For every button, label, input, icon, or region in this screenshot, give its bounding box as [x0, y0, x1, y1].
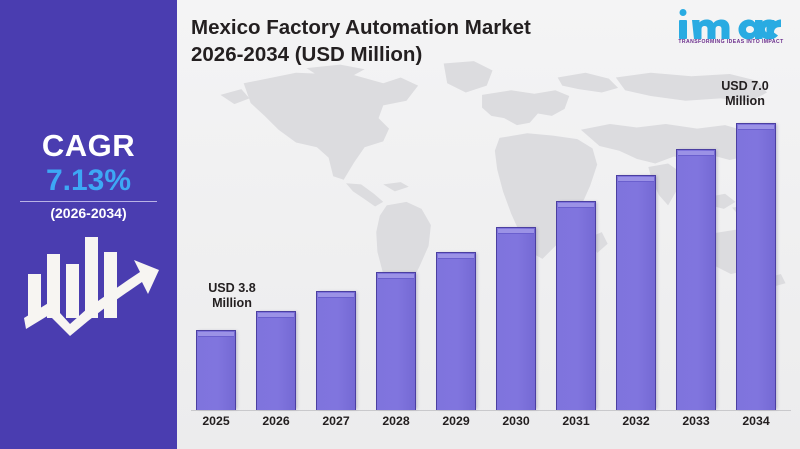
bar-rect	[376, 271, 416, 410]
x-tick-2025: 2025	[202, 414, 230, 428]
imarc-tagline: TRANSFORMING IDEAS INTO IMPACT	[678, 39, 784, 45]
bar-2028[interactable]	[376, 271, 416, 410]
bar-rect	[556, 200, 596, 410]
bar-rect	[736, 123, 776, 410]
x-tick-2032: 2032	[622, 414, 650, 428]
bar-top-highlight	[498, 228, 534, 234]
bar-2027[interactable]	[316, 291, 356, 410]
bar-chart: USD 3.8 Million USD 7.0 Million 2025 2026…	[177, 0, 800, 449]
bar-rect	[496, 226, 536, 410]
x-tick-2033: 2033	[682, 414, 710, 428]
value-label-last-line-2: Million	[725, 94, 765, 109]
x-tick-2028: 2028	[382, 414, 410, 428]
cagr-panel: CAGR 7.13% (2026-2034)	[0, 0, 177, 449]
world-map-watermark-icon	[207, 60, 792, 310]
x-tick-2031: 2031	[562, 414, 590, 428]
bar-top-highlight	[678, 150, 714, 156]
bar-rect	[436, 252, 476, 410]
bar-2029[interactable]	[436, 252, 476, 410]
bar-2026[interactable]	[256, 310, 296, 410]
cagr-divider	[20, 201, 157, 202]
page-title: Mexico Factory Automation Market 2026-20…	[191, 14, 621, 68]
bar-top-highlight	[378, 273, 414, 279]
bar-2025[interactable]	[196, 330, 236, 410]
x-tick-2027: 2027	[322, 414, 350, 428]
bar-rect	[676, 148, 716, 410]
x-tick-2034: 2034	[742, 414, 770, 428]
bar-top-highlight	[738, 125, 774, 130]
bar-chart-growth-arrow-icon	[22, 232, 162, 337]
cagr-period: (2026-2034)	[50, 205, 127, 221]
bar-rect	[196, 330, 236, 410]
value-label-first-line-2: Million	[212, 296, 252, 311]
x-tick-2026: 2026	[262, 414, 290, 428]
bar-2033[interactable]	[676, 148, 716, 410]
bar-top-highlight	[438, 254, 474, 260]
cagr-value: 7.13%	[45, 164, 132, 197]
value-label-first: USD 3.8 Million	[193, 281, 271, 312]
bar-top-highlight	[318, 293, 354, 299]
bar-2034[interactable]	[736, 123, 776, 410]
x-tick-2029: 2029	[442, 414, 470, 428]
cagr-label: CAGR	[41, 128, 136, 163]
page-title-line-2: 2026-2034 (USD Million)	[191, 43, 423, 67]
bar-2032[interactable]	[616, 174, 656, 410]
bar-top-highlight	[618, 176, 654, 182]
bar-rect	[256, 310, 296, 410]
x-tick-2030: 2030	[502, 414, 530, 428]
imarc-wordmark-icon	[674, 8, 786, 40]
bar-rect	[616, 174, 656, 410]
bar-top-highlight	[198, 332, 234, 337]
imarc-logo[interactable]: TRANSFORMING IDEAS INTO IMPACT	[662, 6, 790, 54]
value-label-last: USD 7.0 Million	[699, 79, 791, 110]
bar-2030[interactable]	[496, 226, 536, 410]
value-label-first-line-1: USD 3.8	[208, 281, 256, 295]
value-label-last-line-1: USD 7.0	[721, 79, 769, 93]
bar-2031[interactable]	[556, 200, 596, 410]
x-axis-line	[191, 410, 791, 411]
bar-top-highlight	[558, 202, 594, 208]
bar-top-highlight	[258, 312, 294, 318]
bar-rect	[316, 291, 356, 410]
page-title-line-1: Mexico Factory Automation Market	[191, 16, 531, 39]
